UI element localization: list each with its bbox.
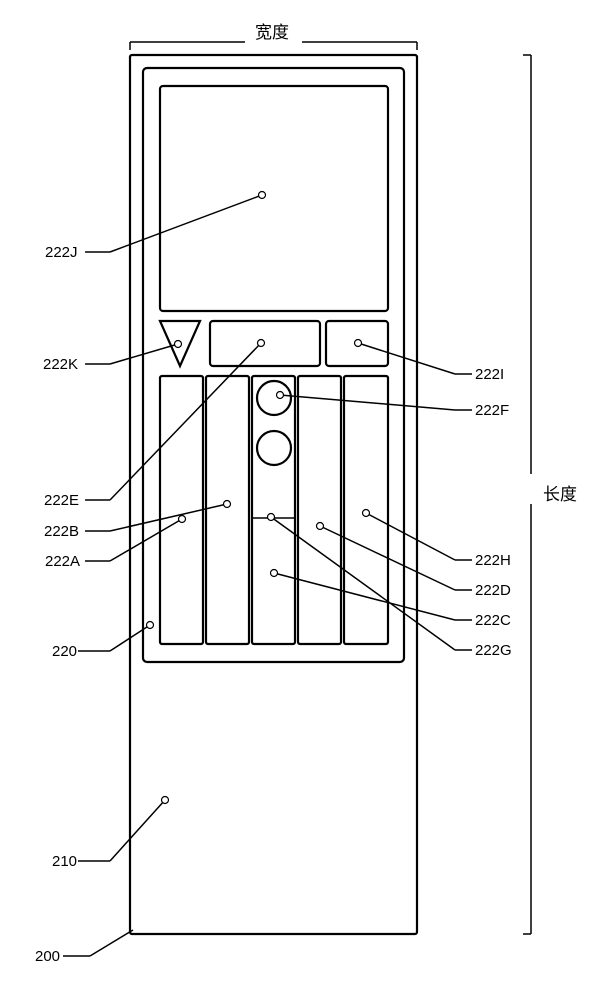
length-label: 长度 [543, 480, 577, 505]
label-222H: 222H [475, 552, 511, 569]
label-222A: 222A [45, 553, 80, 570]
width-label: 宽度 [255, 18, 289, 43]
label-222E: 222E [44, 492, 79, 509]
label-222D: 222D [475, 582, 511, 599]
diagram-canvas [0, 0, 611, 1000]
label-222J: 222J [45, 244, 78, 261]
label-220: 220 [52, 643, 77, 660]
label-222K: 222K [43, 356, 78, 373]
callouts-left [63, 192, 266, 957]
label-222G: 222G [475, 642, 512, 659]
circle-222F-bottom [257, 431, 291, 465]
rect-222A [160, 376, 203, 644]
rect-222C [252, 376, 295, 644]
rect-222B [206, 376, 249, 644]
rect-222J [160, 86, 388, 311]
label-210: 210 [52, 853, 77, 870]
width-bracket [130, 42, 417, 50]
label-222C: 222C [475, 612, 511, 629]
rect-outer [130, 55, 417, 934]
label-222F: 222F [475, 402, 509, 419]
label-222B: 222B [44, 523, 79, 540]
rect-222D [298, 376, 341, 644]
label-222I: 222I [475, 366, 504, 383]
length-bracket [523, 55, 531, 934]
circle-222F-top [257, 381, 291, 415]
label-200: 200 [35, 948, 60, 965]
